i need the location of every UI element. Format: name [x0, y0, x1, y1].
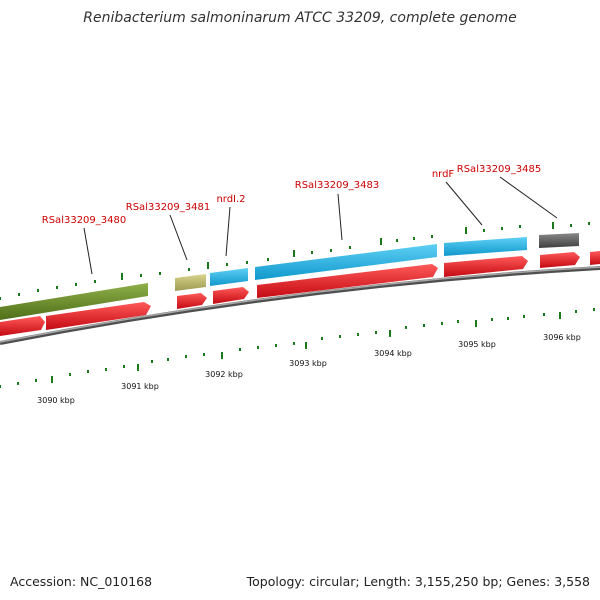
gene-rsal33209-3480-feature[interactable] [0, 283, 148, 320]
cds-arrow[interactable] [590, 251, 600, 265]
cds-arrow[interactable] [177, 293, 207, 309]
kbp-label: 3096 kbp [543, 333, 581, 342]
inner-tick-marks [0, 308, 595, 388]
cds-arrow[interactable] [46, 302, 151, 330]
cds-track [0, 251, 600, 336]
feature-track-upper [0, 233, 579, 320]
kbp-label: 3093 kbp [289, 359, 327, 368]
genome-backbone [0, 266, 600, 345]
gene-label-leaders [83, 176, 558, 275]
genome-summary-text: Topology: circular; Length: 3,155,250 bp… [246, 574, 590, 589]
gene-label-rsal33209-3481[interactable]: RSal33209_3481 [126, 202, 210, 213]
gene-label-nrdi2[interactable]: nrdI.2 [216, 194, 245, 205]
accession-text: Accession: NC_010168 [10, 574, 152, 589]
gene-label-rsal33209-3485[interactable]: RSal33209_3485 [457, 164, 541, 175]
kbp-label: 3092 kbp [205, 370, 243, 379]
outer-tick-marks [0, 222, 590, 300]
gene-nrdi2-feature[interactable] [210, 268, 248, 286]
kbp-label: 3094 kbp [374, 349, 412, 358]
map-title: Renibacterium salmoninarum ATCC 33209, c… [83, 10, 516, 26]
gene-label-nrdf[interactable]: nrdF [432, 169, 455, 180]
cds-arrow[interactable] [540, 252, 580, 268]
kbp-labels: 3090 kbp 3091 kbp 3092 kbp 3093 kbp 3094… [37, 333, 581, 405]
cds-arrow[interactable] [213, 287, 249, 304]
gene-rsal33209-3483-feature[interactable] [255, 244, 437, 280]
cds-arrow[interactable] [444, 256, 528, 277]
cds-arrow[interactable] [0, 316, 45, 336]
gene-rsal33209-3481-feature[interactable] [175, 274, 206, 291]
genome-backbone-highlight [0, 266, 600, 343]
kbp-label: 3090 kbp [37, 396, 75, 405]
gene-label-rsal33209-3480[interactable]: RSal33209_3480 [42, 215, 126, 226]
gene-nrdf-feature[interactable] [444, 237, 527, 256]
gene-labels: RSal33209_3480 RSal33209_3481 nrdI.2 RSa… [42, 164, 541, 226]
kbp-label: 3095 kbp [458, 340, 496, 349]
cds-arrow[interactable] [257, 264, 438, 298]
kbp-label: 3091 kbp [121, 382, 159, 391]
gene-rsal33209-3485-feature[interactable] [539, 233, 579, 248]
gene-label-rsal33209-3483[interactable]: RSal33209_3483 [295, 180, 379, 191]
